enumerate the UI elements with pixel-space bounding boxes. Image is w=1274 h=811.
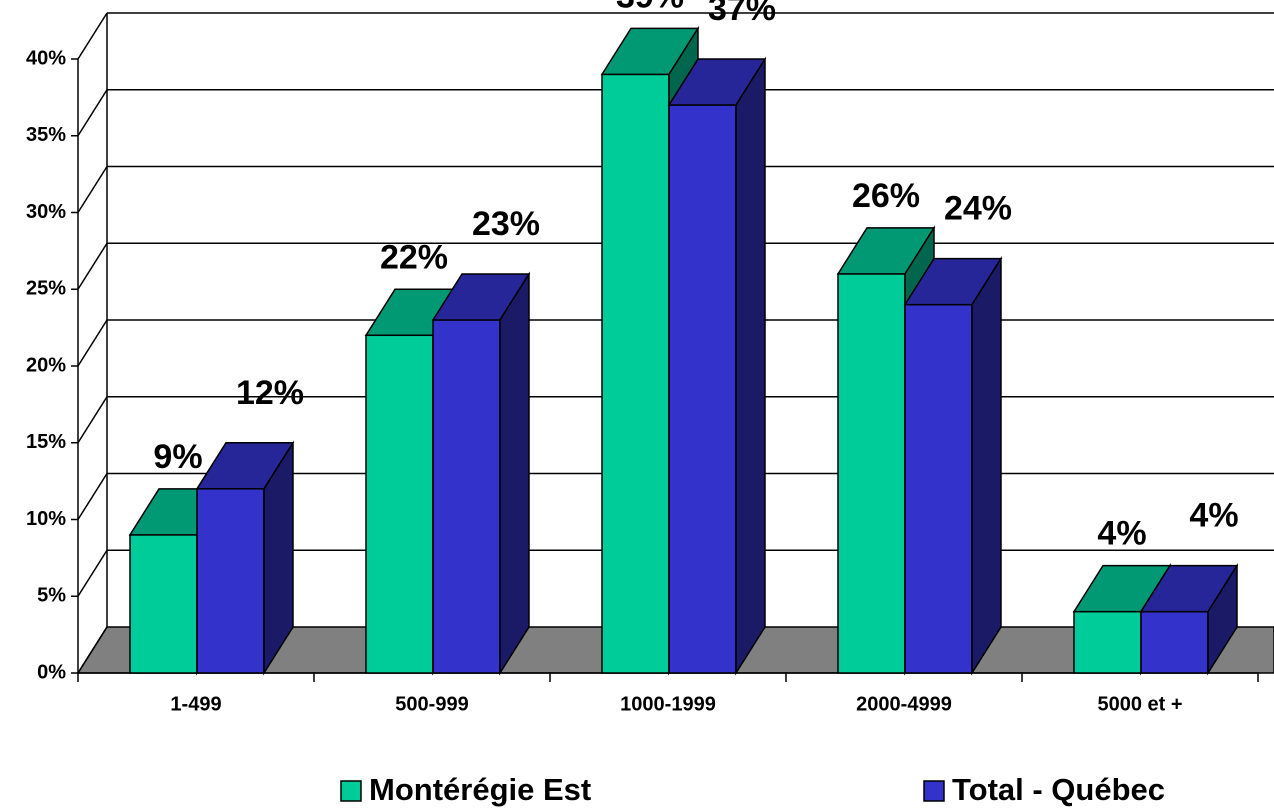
bar-front — [1073, 610, 1142, 674]
grid-line — [77, 242, 108, 290]
grid-line — [77, 89, 108, 137]
bar-front — [601, 73, 670, 674]
grid-line — [77, 626, 108, 674]
grid-line — [77, 12, 108, 60]
value-label: 24% — [944, 190, 1012, 228]
bar-front — [1140, 610, 1209, 674]
grid-line — [77, 319, 108, 367]
bar-side — [1207, 563, 1238, 676]
grid-line — [77, 396, 108, 444]
bar-side — [971, 256, 1002, 676]
bar-side — [263, 440, 294, 676]
y-tick-label: 35% — [26, 124, 66, 146]
x-tick-label: 2000-4999 — [856, 693, 952, 715]
grid-line — [77, 166, 108, 213]
legend-label: Total - Québec — [952, 772, 1165, 807]
bar-side — [735, 56, 766, 676]
y-tick-label: 5% — [37, 585, 66, 607]
y-tick-label: 15% — [26, 431, 66, 453]
value-label: 12% — [236, 374, 304, 412]
bar-front — [837, 273, 906, 674]
value-label: 39% — [616, 0, 684, 15]
value-label: 23% — [472, 205, 540, 243]
bar-front — [196, 488, 265, 674]
value-label: 4% — [1097, 515, 1146, 553]
y-tick-label: 20% — [26, 354, 66, 376]
bar-front — [365, 334, 434, 674]
bar-side — [499, 271, 530, 676]
x-tick-label: 1000-1999 — [620, 693, 716, 715]
bar-front — [129, 534, 198, 674]
value-label: 9% — [153, 438, 202, 476]
x-tick-label: 1-499 — [170, 693, 221, 715]
y-tick-label: 40% — [26, 47, 66, 69]
value-label: 26% — [852, 177, 920, 215]
x-tick-label: 5000 et + — [1097, 693, 1182, 715]
y-tick-label: 30% — [26, 201, 66, 223]
legend-swatch — [340, 780, 362, 802]
y-tick-label: 25% — [26, 278, 66, 300]
grid-line — [77, 549, 108, 597]
bar-front — [668, 104, 737, 674]
grid-line — [77, 473, 108, 520]
value-label: 4% — [1189, 497, 1238, 535]
y-tick-label: 10% — [26, 508, 66, 530]
bar-front — [904, 303, 973, 674]
value-label: 22% — [380, 238, 448, 276]
x-tick-label: 500-999 — [395, 693, 468, 715]
legend-label: Montérégie Est — [369, 772, 591, 807]
bar-front — [432, 319, 501, 674]
y-tick-label: 0% — [37, 661, 66, 683]
value-label: 37% — [708, 0, 776, 28]
legend-swatch — [923, 780, 945, 802]
